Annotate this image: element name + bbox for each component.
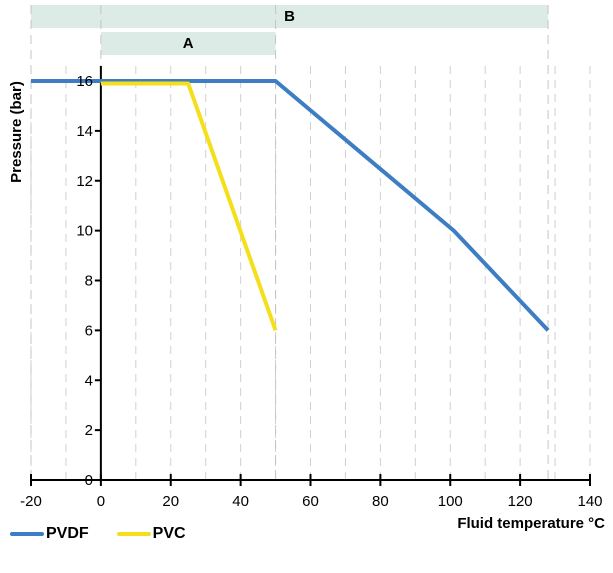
y-tick-label: 14 xyxy=(76,123,93,140)
x-tick-label: 40 xyxy=(232,493,249,510)
grid-lines xyxy=(30,5,591,480)
temperature-bands: BA xyxy=(31,5,549,55)
legend-label-pvc: PVC xyxy=(152,525,186,542)
legend-swatch-pvdf xyxy=(10,532,44,536)
legend-swatch-pvc xyxy=(116,532,151,536)
y-tick-label: 16 xyxy=(76,73,93,90)
axes xyxy=(30,66,591,486)
y-tick-label: 12 xyxy=(76,173,93,190)
legend-label-pvdf: PVDF xyxy=(46,525,89,542)
y-axis-label: Pressure (bar) xyxy=(8,81,25,183)
x-tick-label: 0 xyxy=(97,493,105,510)
x-axis-label: Fluid temperature °C xyxy=(457,515,605,532)
x-tick-label: 20 xyxy=(162,493,179,510)
series-line-pvc xyxy=(100,81,278,332)
series-line-pvdf xyxy=(31,79,550,332)
x-tick-label: 60 xyxy=(302,493,319,510)
x-tick-label: 100 xyxy=(438,493,463,510)
y-tick-label: 6 xyxy=(85,322,93,339)
x-tick-label: 140 xyxy=(577,493,602,510)
x-tick-label: -20 xyxy=(20,493,42,510)
y-tick-label: 2 xyxy=(85,422,93,439)
data-series xyxy=(31,79,550,332)
y-tick-label: 10 xyxy=(76,223,93,240)
legend-item-pvc: PVC xyxy=(116,525,186,543)
y-tick-label: 4 xyxy=(85,372,93,389)
tick-labels: -20 0 20 40 60 80 100 120 140 0 2 4 6 8 10 12 14 16 xyxy=(20,73,602,510)
band-b xyxy=(31,5,549,28)
y-tick-label: 8 xyxy=(85,273,93,290)
legend: PVDF PVC xyxy=(10,525,186,543)
band-a xyxy=(100,32,276,55)
legend-item-pvdf: PVDF xyxy=(10,525,89,543)
y-tick-label: 0 xyxy=(85,472,93,489)
band-label-b: B xyxy=(284,8,295,25)
x-tick-label: 120 xyxy=(508,493,533,510)
band-label-a: A xyxy=(183,35,194,52)
x-tick-label: 80 xyxy=(372,493,389,510)
